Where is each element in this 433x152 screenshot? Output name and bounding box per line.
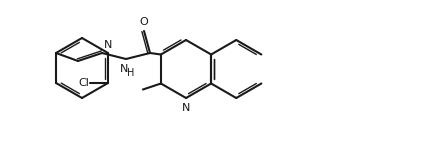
Text: H: H — [127, 68, 135, 78]
Text: Cl: Cl — [78, 78, 89, 88]
Text: N: N — [104, 40, 113, 50]
Text: N: N — [182, 103, 190, 113]
Text: N: N — [120, 64, 128, 74]
Text: O: O — [140, 17, 149, 27]
